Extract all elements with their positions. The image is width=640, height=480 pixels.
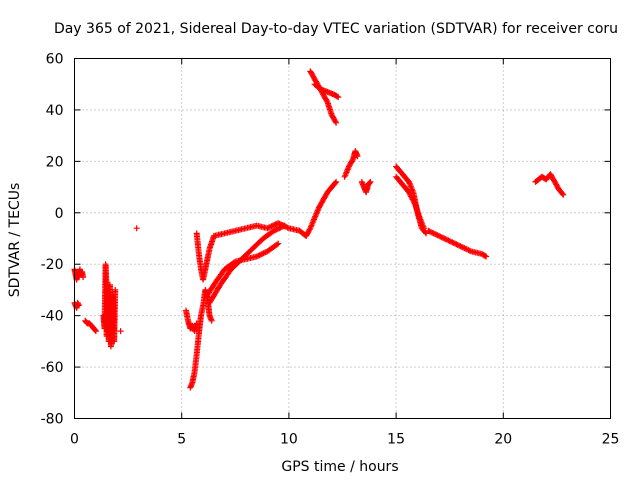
y-tick-label: -40 <box>41 309 64 325</box>
data-point <box>367 178 374 185</box>
data-point <box>332 180 339 186</box>
y-tick-label: -60 <box>41 360 64 376</box>
data-point <box>208 317 215 324</box>
x-tick-label: 15 <box>387 432 405 448</box>
data-point <box>280 223 287 230</box>
data-point <box>274 241 280 248</box>
data-point <box>323 97 330 104</box>
data-point <box>92 327 99 334</box>
y-tick-label: 0 <box>55 206 64 222</box>
data-point <box>268 223 275 230</box>
data-point <box>272 221 279 228</box>
y-tick-label: -20 <box>41 257 64 273</box>
x-tick-label: 20 <box>494 432 512 448</box>
axis-ticks <box>74 58 611 419</box>
data-point <box>560 191 567 198</box>
data-point <box>265 224 272 231</box>
y-tick-label: 40 <box>46 103 64 119</box>
data-point <box>333 178 340 185</box>
x-tick-label: 25 <box>602 432 620 448</box>
y-tick-label: -80 <box>41 412 64 428</box>
data-point <box>281 222 288 229</box>
data-point <box>277 224 284 231</box>
data-point <box>75 302 82 309</box>
data-point <box>112 286 119 293</box>
data-point <box>366 179 373 186</box>
y-tick-label: 60 <box>46 52 64 68</box>
data-point <box>332 118 339 125</box>
grid <box>74 58 611 419</box>
data-point <box>275 240 282 247</box>
x-tick-label: 5 <box>177 432 186 448</box>
plot-frame <box>74 58 611 419</box>
data-point <box>117 328 124 335</box>
data-point <box>421 225 427 232</box>
data-point <box>255 252 262 259</box>
x-tick-label: 0 <box>70 432 79 448</box>
data-point <box>354 153 361 160</box>
y-tick-label: 20 <box>46 154 64 170</box>
data-point <box>334 93 341 100</box>
data-point <box>442 236 449 243</box>
data-point <box>133 225 140 232</box>
data-point <box>466 247 473 254</box>
data-point <box>92 328 99 335</box>
data-points <box>71 68 567 391</box>
data-point <box>270 227 277 234</box>
x-tick-label: 10 <box>280 432 298 448</box>
data-point <box>426 228 433 235</box>
chart-title: Day 365 of 2021, Sidereal Day-to-day VTE… <box>54 21 618 37</box>
x-axis-label: GPS time / hours <box>281 459 398 475</box>
data-point <box>333 119 340 126</box>
data-point <box>436 232 442 239</box>
data-point <box>559 190 566 197</box>
x-tick-labels: 0 5 10 15 20 25 <box>70 432 619 448</box>
y-axis-label: SDTVAR / TECUs <box>7 183 23 298</box>
data-point <box>80 274 87 281</box>
data-point <box>429 229 436 236</box>
data-point <box>483 253 490 260</box>
data-point <box>433 231 440 238</box>
data-point <box>335 94 342 101</box>
y-tick-labels: -80 -60 -40 -20 0 20 40 60 <box>41 52 64 428</box>
